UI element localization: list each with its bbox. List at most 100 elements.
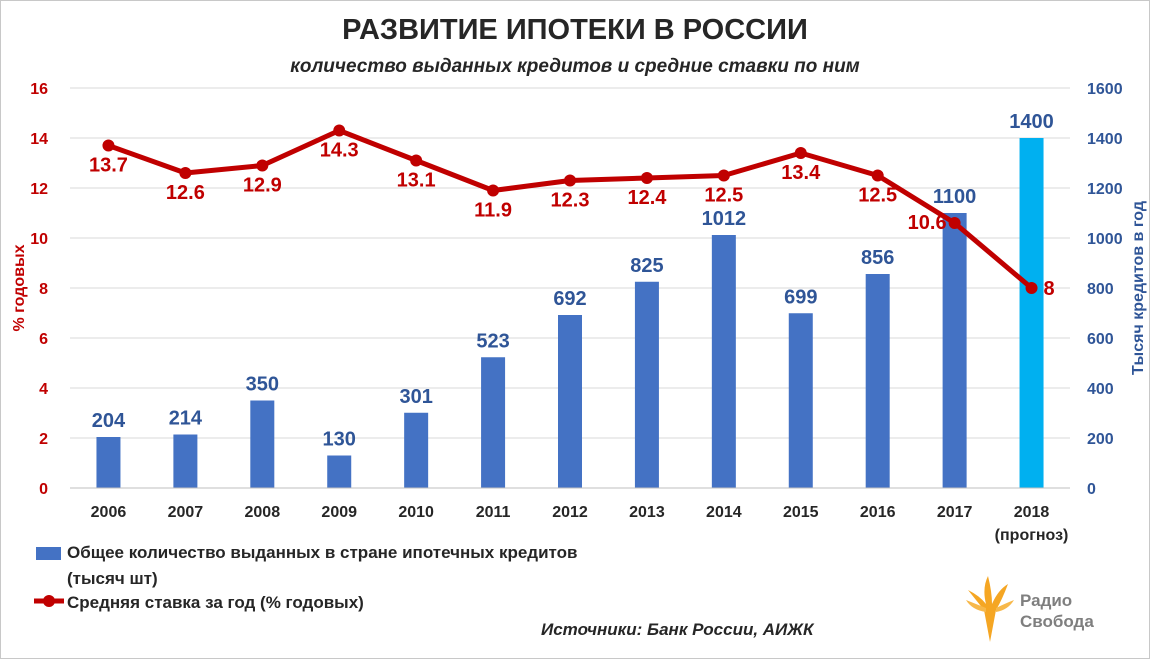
y-left-tick-label: 12	[30, 181, 48, 198]
y-left-tick-label: 6	[39, 331, 48, 348]
y-left-tick-label: 14	[30, 131, 48, 148]
y-left-tick-label: 0	[39, 481, 48, 498]
logo-text: Радио Свобода	[1020, 590, 1094, 632]
bar	[865, 274, 890, 488]
rate-value-label: 13.7	[89, 155, 128, 177]
bar	[634, 281, 659, 488]
rate-point	[487, 184, 500, 197]
x-tick-label: 2016	[860, 504, 896, 521]
bar-value-label: 1400	[1009, 111, 1054, 133]
bar-value-label: 856	[861, 247, 894, 269]
bar-value-label: 350	[246, 374, 279, 396]
rate-point	[102, 139, 115, 152]
rate-value-label: 12.4	[627, 187, 667, 209]
bar-value-label: 699	[784, 286, 817, 308]
x-tick-label: 2007	[168, 504, 204, 521]
legend-swatches	[34, 547, 64, 607]
legend-bar-label-2: (тысяч шт)	[67, 569, 158, 588]
x-tick-label: 2009	[321, 504, 357, 521]
rate-value-label: 13.4	[781, 162, 821, 184]
x-tick-label: 2008	[245, 504, 281, 521]
rate-point	[948, 217, 961, 229]
rate-point	[564, 174, 576, 187]
bar	[250, 400, 275, 488]
y-right-tick-label: 0	[1087, 481, 1096, 498]
bar	[788, 313, 813, 488]
rate-value-label: 8	[1044, 278, 1055, 300]
y-left-tick-label: 2	[39, 431, 48, 448]
bar-value-label: 1100	[933, 186, 976, 208]
x-tick-label: 2011	[476, 504, 511, 521]
y-left-tick-label: 8	[39, 281, 48, 298]
bar-value-label: 523	[476, 330, 509, 352]
x-tick-label: 2014	[706, 504, 742, 521]
bar	[404, 412, 429, 488]
rate-point	[256, 159, 269, 172]
gridlines	[70, 87, 1070, 439]
y-left-tick-label: 4	[39, 381, 48, 398]
bar	[327, 455, 352, 488]
axes: 0246810121416020040060080010001200140016…	[11, 81, 1147, 544]
bar-value-label: 204	[92, 410, 126, 432]
bar-value-labels: 204 214 350 130 301 523 692 825 1012 699 856 1100 14…	[92, 111, 1054, 451]
rate-point	[410, 154, 423, 167]
rate-point	[640, 172, 653, 184]
y-right-axis-title: Тысяч кредитов в год	[1130, 201, 1147, 375]
y-left-axis-title: % годовых	[11, 244, 28, 331]
bar	[1019, 138, 1044, 488]
bar-value-label: 1012	[702, 208, 747, 230]
bar-value-label: 130	[323, 429, 356, 451]
y-right-tick-label: 1400	[1087, 131, 1123, 148]
x-tick-label: 2012	[552, 504, 588, 521]
bar	[173, 434, 198, 488]
x-tick-label: 2018	[1014, 504, 1050, 521]
y-right-tick-label: 200	[1087, 431, 1114, 448]
rate-value-label: 12.5	[704, 185, 743, 207]
bar-series	[96, 138, 1044, 488]
rate-point	[1025, 282, 1038, 294]
rate-value-label: 12.5	[858, 185, 897, 207]
x-tick-note: (прогноз)	[995, 527, 1069, 544]
bar-value-label: 692	[553, 288, 586, 310]
bar	[558, 315, 582, 488]
rate-point	[717, 169, 730, 182]
rate-point	[333, 124, 346, 137]
x-tick-label: 2013	[629, 504, 665, 521]
rate-value-label: 12.3	[551, 190, 590, 212]
rate-value-label: 11.9	[474, 200, 512, 222]
rate-point	[871, 169, 884, 182]
rate-value-label: 12.6	[166, 182, 205, 204]
line-series	[102, 124, 1038, 294]
source-note: Источники: Банк России, АИЖК	[541, 620, 814, 639]
logo-line-2: Свобода	[1020, 612, 1094, 631]
legend-line-label: Средняя ставка за год (% годовых)	[67, 593, 364, 612]
y-right-tick-label: 800	[1087, 281, 1114, 298]
logo-line-1: Радио	[1020, 591, 1073, 610]
y-left-tick-label: 16	[30, 81, 48, 98]
y-right-tick-label: 1600	[1087, 81, 1123, 98]
bar	[711, 235, 736, 488]
chart-title: РАЗВИТИЕ ИПОТЕКИ В РОССИИ	[342, 14, 808, 46]
rate-value-label: 12.9	[243, 175, 282, 197]
y-right-tick-label: 400	[1087, 381, 1114, 398]
bar-value-label: 214	[169, 408, 203, 430]
rate-value-label: 10.6	[908, 212, 947, 234]
legend-line-marker	[43, 595, 55, 607]
bar	[96, 437, 121, 488]
line-value-labels: 13.7 12.6 12.9 14.3 13.1 11.9 12.3 12.4 12.5 13.4…	[89, 140, 1055, 301]
y-right-tick-label: 1000	[1087, 231, 1123, 248]
legend-bar-label-1: Общее количество выданных в стране ипоте…	[67, 543, 578, 562]
legend-bar-swatch	[36, 547, 61, 560]
bar	[942, 213, 967, 488]
bar-value-label: 301	[399, 386, 432, 408]
x-tick-label: 2010	[398, 504, 434, 521]
x-tick-label: 2006	[91, 504, 127, 521]
y-right-tick-label: 600	[1087, 331, 1114, 348]
bar-value-label: 825	[630, 255, 663, 277]
rate-point	[179, 167, 192, 179]
chart-subtitle: количество выданных кредитов и средние с…	[290, 56, 860, 77]
y-left-tick-label: 10	[30, 231, 48, 248]
x-tick-label: 2017	[937, 504, 973, 521]
rate-value-label: 13.1	[397, 170, 436, 192]
